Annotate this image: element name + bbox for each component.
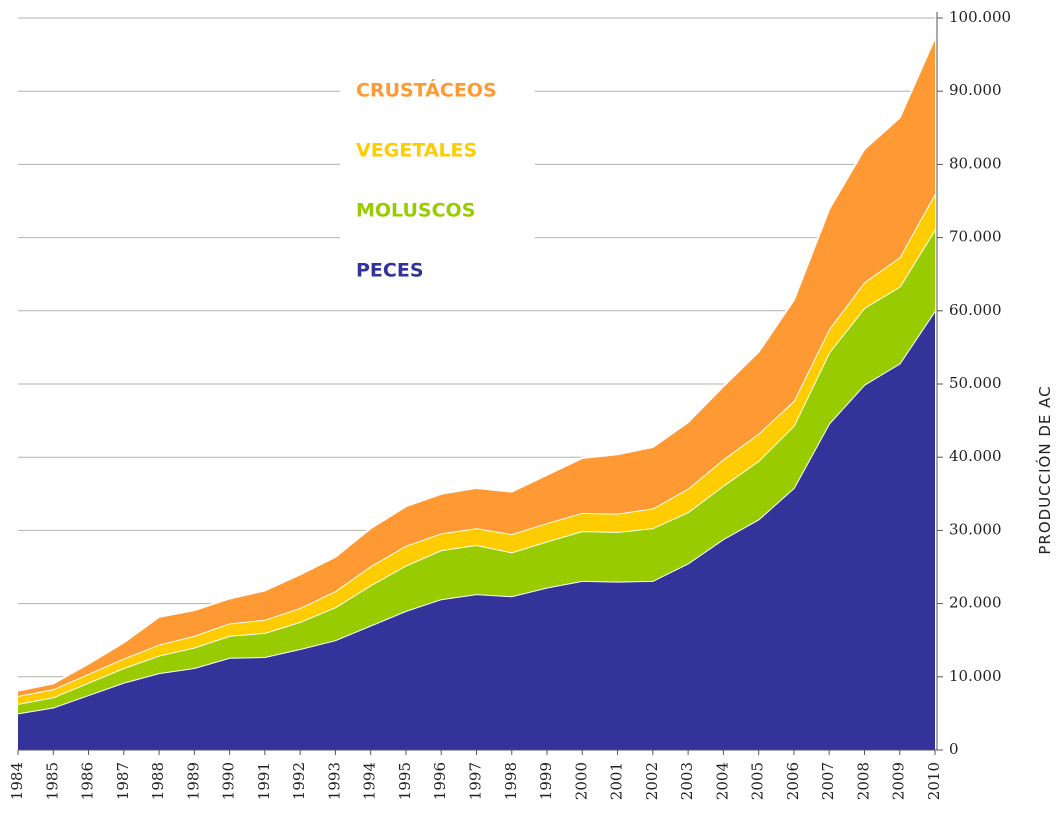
area — [18, 37, 935, 696]
x-tick-label: 1995 — [396, 762, 414, 800]
y-tick-label: 30.000 — [949, 520, 1002, 538]
x-tick-label: 1984 — [8, 762, 26, 800]
x-tick-label: 1990 — [220, 762, 238, 800]
x-tick-label: 1992 — [290, 762, 308, 800]
legend-label: MOLUSCOS — [356, 200, 475, 222]
x-tick-label: 2003 — [678, 762, 696, 800]
x-tick-label: 2009 — [890, 762, 908, 800]
y-tick-label: 70.000 — [949, 228, 1002, 246]
x-tick-label: 1999 — [537, 762, 555, 800]
x-tick-label: 1997 — [467, 762, 485, 800]
area — [18, 310, 935, 750]
y-tick-label: 60.000 — [949, 301, 1002, 319]
x-tick-label: 2000 — [572, 762, 590, 800]
x-tick-label: 1996 — [431, 762, 449, 800]
x-tick-label: 1987 — [114, 762, 132, 800]
x-tick-label: 2002 — [643, 762, 661, 800]
x-tick-label: 1998 — [502, 762, 520, 800]
y-tick-label: 50.000 — [949, 374, 1002, 392]
x-tick-label: 2001 — [608, 762, 626, 800]
y-tick-label: 90.000 — [949, 81, 1002, 99]
legend-label: PECES — [356, 260, 424, 282]
y-tick-label: 0 — [949, 740, 959, 758]
area — [18, 193, 935, 704]
area-edge — [17, 37, 936, 692]
x-tick-label: 2007 — [819, 762, 837, 800]
legend-label: VEGETALES — [356, 140, 477, 162]
x-tick-label: 1988 — [149, 762, 167, 800]
legend-label: CRUSTÁCEOS — [356, 79, 497, 102]
y-tick-label: 40.000 — [949, 447, 1002, 465]
x-tick-label: 2010 — [925, 762, 943, 800]
y-tick-label: 20.000 — [949, 594, 1002, 612]
x-tick-label: 2004 — [713, 762, 731, 800]
x-tick-label: 2005 — [749, 762, 767, 800]
x-tick-label: 2008 — [854, 762, 872, 800]
x-tick-label: 1991 — [255, 762, 273, 800]
y-tick-label: 10.000 — [949, 667, 1002, 685]
x-tick-label: 1993 — [325, 762, 343, 800]
y-tick-label: 100.000 — [949, 8, 1011, 26]
x-tick-label: 1986 — [79, 762, 97, 800]
y-axis-label: PRODUCCIÓN DE AC — [1035, 385, 1054, 554]
y-tick-label: 80.000 — [949, 154, 1002, 172]
x-tick-label: 1985 — [43, 762, 61, 800]
x-tick-label: 2006 — [784, 762, 802, 800]
x-tick-label: 1994 — [361, 762, 379, 800]
area — [18, 229, 935, 714]
legend-background — [340, 58, 535, 298]
x-tick-label: 1989 — [184, 762, 202, 800]
